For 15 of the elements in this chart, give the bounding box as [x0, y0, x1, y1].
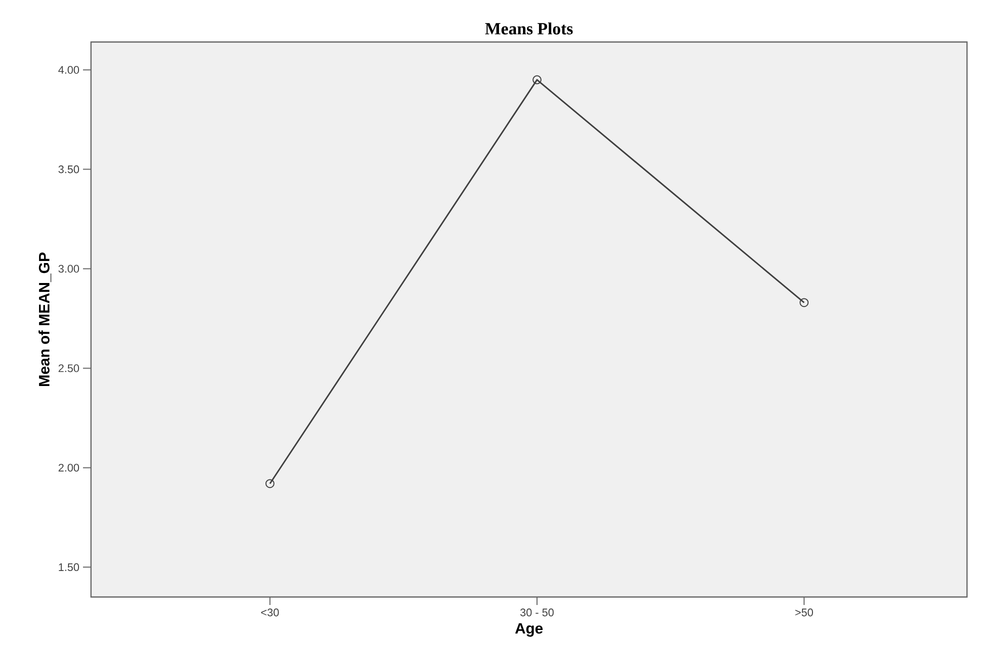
y-tick-label: 2.50	[58, 364, 80, 372]
x-axis-title: Age	[515, 623, 543, 637]
y-tick-label: 2.00	[58, 464, 80, 472]
point	[265, 479, 274, 488]
chart-title: Means Plots	[485, 22, 573, 34]
point	[800, 298, 809, 308]
y-tick-label: 3.50	[58, 165, 80, 174]
point	[532, 75, 542, 84]
y-tick-label: 3.00	[58, 264, 80, 273]
y-axis-title: Mean of MEAN_GP	[38, 252, 52, 386]
x-tick-label: <30	[261, 608, 279, 616]
y-tick-label: 1.50	[58, 563, 80, 572]
x-tick-label: 30 - 50	[520, 608, 554, 616]
x-tick-label: >50	[795, 608, 813, 616]
y-tick-label: 4.00	[58, 66, 80, 74]
